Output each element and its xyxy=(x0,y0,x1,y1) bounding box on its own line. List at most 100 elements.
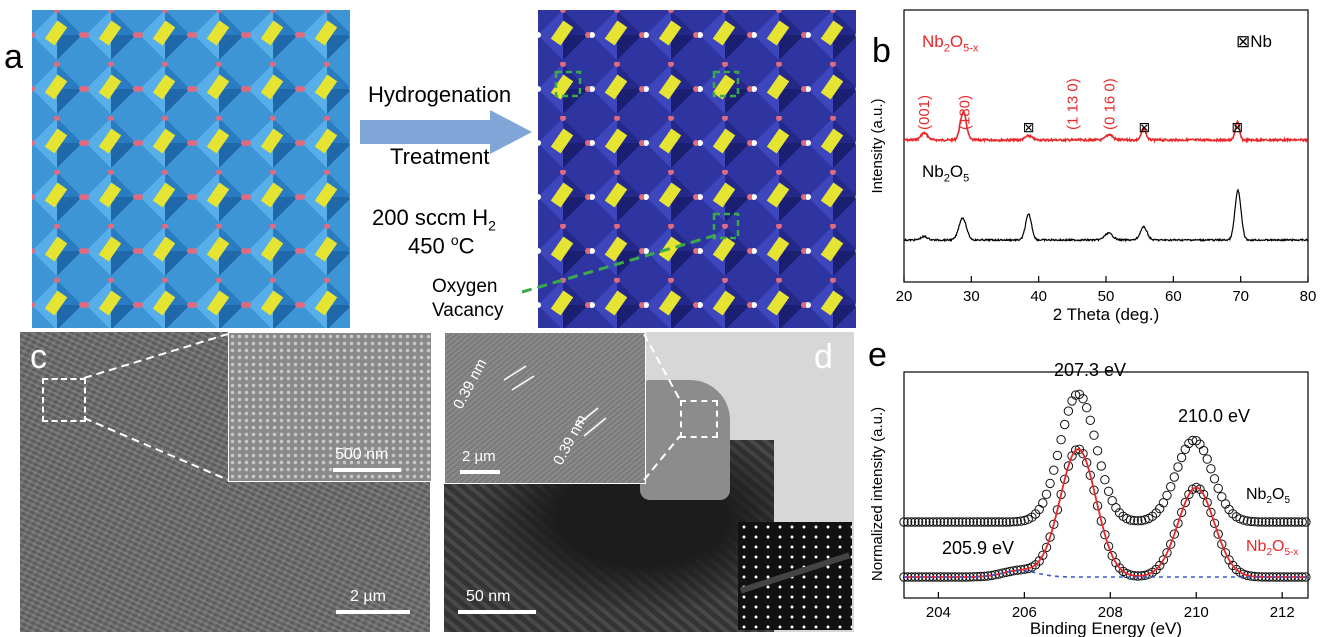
xrd-nb-marker: ⊠ xyxy=(1231,119,1243,135)
xps-point-nb2o5 xyxy=(1052,450,1063,461)
xrd-x-tick-label-60: 60 xyxy=(1165,288,1182,305)
condition-line1: 200 sccm H2 xyxy=(372,205,496,234)
xps-point-nb2o5 xyxy=(979,517,990,527)
xps-point-nb2o5x xyxy=(1056,489,1066,500)
xps-point-nb2o5x xyxy=(1100,530,1110,540)
xps-point-nb2o5 xyxy=(1041,489,1052,500)
xps-point-nb2o5 xyxy=(1246,516,1256,527)
xps-point-nb2o5x xyxy=(1173,518,1183,529)
xps-point-nb2o5x xyxy=(1202,497,1212,508)
xrd-series-nb2o5 xyxy=(903,188,1309,243)
panel-a-label: a xyxy=(4,38,23,76)
xps-point-nb2o5 xyxy=(983,517,993,527)
arrow-label-line1: Hydrogenation xyxy=(368,82,512,107)
xrd-series-label-top: Nb2O5-x xyxy=(922,32,979,55)
xrd-peak-label: (180) xyxy=(957,95,974,130)
xps-point-nb2o5x xyxy=(1206,507,1216,518)
xps-point-nb2o5 xyxy=(961,517,971,527)
xps-point-nb2o5 xyxy=(990,517,1001,527)
xrd-x-tick-label-40: 40 xyxy=(1030,288,1047,305)
xps-fit-shoulder xyxy=(904,569,1306,578)
xps-point-nb2o5 xyxy=(1162,490,1172,501)
xps-point-nb2o5 xyxy=(946,517,957,527)
xps-point-nb2o5x xyxy=(1082,458,1092,468)
xps-point-nb2o5 xyxy=(1045,478,1055,489)
xps-point-nb2o5 xyxy=(1049,465,1059,475)
xps-point-nb2o5x xyxy=(1166,539,1176,549)
tem-zoom-box xyxy=(680,400,718,438)
xps-point-nb2o5x xyxy=(1213,529,1223,539)
xps-point-nb2o5 xyxy=(1125,515,1136,525)
xps-point-nb2o5x xyxy=(1041,542,1052,553)
xps-point-nb2o5 xyxy=(1198,445,1209,456)
panel-c-label: c xyxy=(30,338,47,376)
xps-point-nb2o5 xyxy=(1239,515,1249,525)
xps-point-nb2o5x xyxy=(1176,507,1187,518)
tem-scale-bar xyxy=(458,610,536,614)
xps-point-nb2o5x xyxy=(1217,539,1227,549)
xps-point-nb2o5 xyxy=(1282,517,1293,527)
xps-point-nb2o5x xyxy=(1038,550,1048,561)
xps-point-nb2o5 xyxy=(1005,517,1015,527)
hrtem-scale-bar xyxy=(460,470,500,474)
hydrogenation-arrow xyxy=(360,110,532,154)
panel-e-label: e xyxy=(868,336,887,374)
xps-point-nb2o5x xyxy=(1198,489,1209,500)
xrd-nb-marker: ⊠ xyxy=(1139,119,1151,135)
xps-point-nb2o5 xyxy=(1085,415,1096,426)
xps-point-nb2o5 xyxy=(1038,498,1048,508)
xps-point-nb2o5 xyxy=(1279,517,1289,527)
xps-point-nb2o5 xyxy=(1100,475,1110,485)
vacancy-highlight-3 xyxy=(712,212,740,240)
xps-point-nb2o5 xyxy=(1103,486,1114,497)
xps-point-nb2o5 xyxy=(1297,517,1307,527)
vacancy-highlight-1 xyxy=(554,70,582,98)
xps-point-nb2o5x xyxy=(1111,558,1121,568)
xrd-x-tick-label-20: 20 xyxy=(896,288,913,305)
xps-point-nb2o5 xyxy=(1250,517,1260,527)
xrd-peak-label: (0 16 0) xyxy=(1101,78,1118,130)
xps-x-tick-label-208: 208 xyxy=(1098,604,1123,621)
xps-point-nb2o5x xyxy=(1239,569,1249,579)
sem-scale-label: 2 µm xyxy=(350,588,386,605)
xps-point-nb2o5 xyxy=(1293,517,1304,527)
xrd-x-tick-label-70: 70 xyxy=(1232,288,1249,305)
hrtem-scale-label: 2 µm xyxy=(462,448,496,465)
sem-image xyxy=(20,332,430,632)
xps-peak-label-3: 205.9 eV xyxy=(942,538,1015,558)
hydrogenated-crystal-structure xyxy=(538,10,856,328)
xps-point-nb2o5 xyxy=(1187,435,1198,446)
xps-point-nb2o5 xyxy=(1290,517,1300,527)
xps-point-nb2o5 xyxy=(1111,503,1121,513)
hrtem-inset xyxy=(444,332,646,484)
xps-point-nb2o5 xyxy=(928,517,938,527)
xps-point-nb2o5 xyxy=(935,517,946,527)
xps-point-nb2o5 xyxy=(968,517,979,527)
xps-peak-label-1: 207.3 eV xyxy=(1054,360,1127,380)
xps-point-nb2o5 xyxy=(1063,406,1074,416)
xps-plot-frame xyxy=(903,371,1309,599)
vacancy-pointer-line xyxy=(521,232,721,294)
xps-point-nb2o5x xyxy=(1078,449,1088,459)
xps-point-nb2o5 xyxy=(1027,512,1037,522)
xps-point-nb2o5 xyxy=(924,517,935,527)
vacancy-highlight-2 xyxy=(712,70,740,98)
sem-scale-bar xyxy=(336,610,410,614)
xps-point-nb2o5x xyxy=(1060,474,1070,485)
xps-point-nb2o5 xyxy=(957,517,968,527)
xps-point-nb2o5x xyxy=(997,568,1008,578)
xps-point-nb2o5 xyxy=(997,517,1008,527)
xps-point-nb2o5 xyxy=(1173,462,1183,472)
xrd-series-label-bottom: Nb2O5 xyxy=(922,162,970,185)
xps-point-nb2o5 xyxy=(1060,419,1070,430)
xps-point-nb2o5 xyxy=(1213,483,1223,494)
xps-point-nb2o5 xyxy=(1133,516,1143,526)
xps-chart: 204 206 208 210 212 Binding Energy (eV) Norm… xyxy=(869,371,1311,637)
xps-x-tick-label-210: 210 xyxy=(1184,604,1209,621)
xps-point-nb2o5x xyxy=(1096,516,1107,526)
xps-point-nb2o5 xyxy=(1096,461,1107,471)
tem-zoom-lines xyxy=(503,333,681,481)
xps-x-tick-label-204: 204 xyxy=(926,604,951,621)
arrow-label-line2: Treatment xyxy=(390,144,490,169)
xps-point-nb2o5 xyxy=(987,517,997,527)
